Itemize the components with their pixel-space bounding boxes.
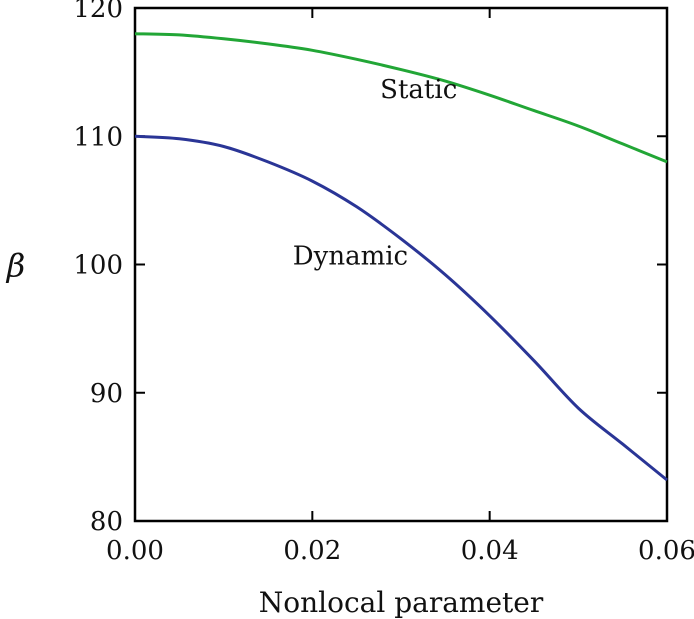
y-tick-label: 90 bbox=[90, 379, 123, 409]
x-axis-label: Nonlocal parameter bbox=[259, 586, 544, 619]
annotation-layer: Static Dynamic bbox=[293, 75, 457, 272]
y-tick-label: 110 bbox=[73, 122, 123, 152]
y-tick-label: 80 bbox=[90, 507, 123, 537]
series-line-dynamic bbox=[134, 134, 668, 482]
series-line-static bbox=[134, 32, 668, 164]
y-axis-label: β bbox=[6, 247, 26, 285]
annotation-static: Static bbox=[380, 75, 457, 105]
y-tick-label: 100 bbox=[73, 251, 123, 281]
x-tick-label: 0.04 bbox=[461, 536, 519, 566]
y-tick-label: 120 bbox=[73, 0, 123, 24]
series-lines bbox=[134, 32, 668, 482]
x-tick-label: 0.00 bbox=[106, 536, 164, 566]
tick-labels: 0.00 0.02 0.04 0.06 80 90 100 110 120 bbox=[73, 0, 694, 566]
tick-marks bbox=[134, 7, 668, 522]
x-tick-label: 0.02 bbox=[283, 536, 341, 566]
annotation-dynamic: Dynamic bbox=[293, 242, 408, 272]
x-tick-label: 0.06 bbox=[638, 536, 694, 566]
